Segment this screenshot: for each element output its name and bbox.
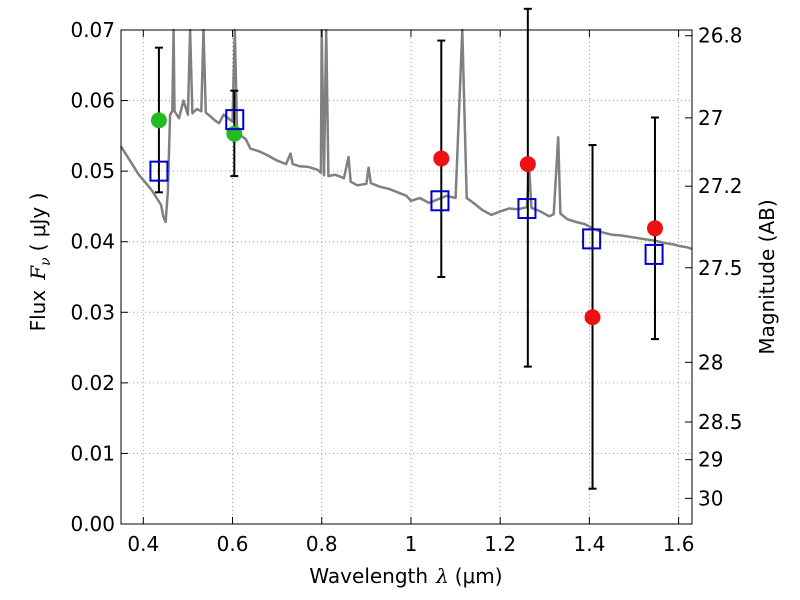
green-data-point [150,112,167,129]
y2-tick-label: 28 [698,350,723,374]
x-tick-label: 1.4 [573,532,605,556]
x-axis-label-text: Wavelength [309,564,428,588]
model-box-point [225,109,245,131]
spectrum-line [119,28,693,250]
y2-tick-label: 26.8 [698,24,743,48]
model-box-point [517,198,537,220]
x-axis-symbol: λ [435,564,449,588]
model-box-point [644,243,664,265]
red-data-point [433,150,450,167]
y-tick-label: 0.02 [70,371,115,395]
x-tick-label: 0.6 [217,532,249,556]
x-axis-unit: (μm) [455,564,503,588]
y-tick-label: 0.05 [70,159,115,183]
x-tick-label: 1 [405,532,418,556]
y-axis-symbol: F [26,265,50,281]
y-tick-label: 0.07 [70,18,115,42]
model-box-point [149,160,169,182]
y-axis-label: Flux Fν ( μJy ) [26,193,54,332]
y2-tick-label: 27.2 [698,174,743,198]
red-data-point [584,309,601,326]
y2-tick-label: 28.5 [698,410,743,434]
y2-tick-label: 29 [698,448,723,472]
y-axis-unit: ( μJy ) [26,193,50,252]
ticks: 0.4 0.6 0.8 1 1.2 1.4 1.6 0.00 0.01 0.02 0.03 0.04 0… [70,18,742,556]
markers [149,109,664,326]
y-axis-subscript: ν [38,257,54,266]
right-axis-label: Magnitude (AB) [755,199,779,354]
y-tick-label: 0.04 [70,230,115,254]
model-box-point [430,190,450,212]
spectrum-layer [119,28,693,250]
x-tick-label: 1.2 [484,532,516,556]
y-tick-label: 0.01 [70,441,115,465]
y2-tick-label: 27.5 [698,256,743,280]
x-axis-label: Wavelength λ (μm) [309,564,502,588]
x-tick-label: 0.8 [306,532,338,556]
red-data-point [519,156,536,173]
red-data-point [646,220,663,237]
y-tick-label: 0.00 [70,512,115,536]
x-tick-label: 0.4 [127,532,159,556]
y-tick-label: 0.03 [70,300,115,324]
plot-frame [120,29,693,525]
y2-tick-label: 27 [698,106,723,130]
x-tick-label: 1.6 [663,532,695,556]
y2-tick-label: 30 [698,486,723,510]
model-box-point [582,228,602,250]
y-axis-label-text: Flux [26,290,50,332]
y-tick-label: 0.06 [70,89,115,113]
